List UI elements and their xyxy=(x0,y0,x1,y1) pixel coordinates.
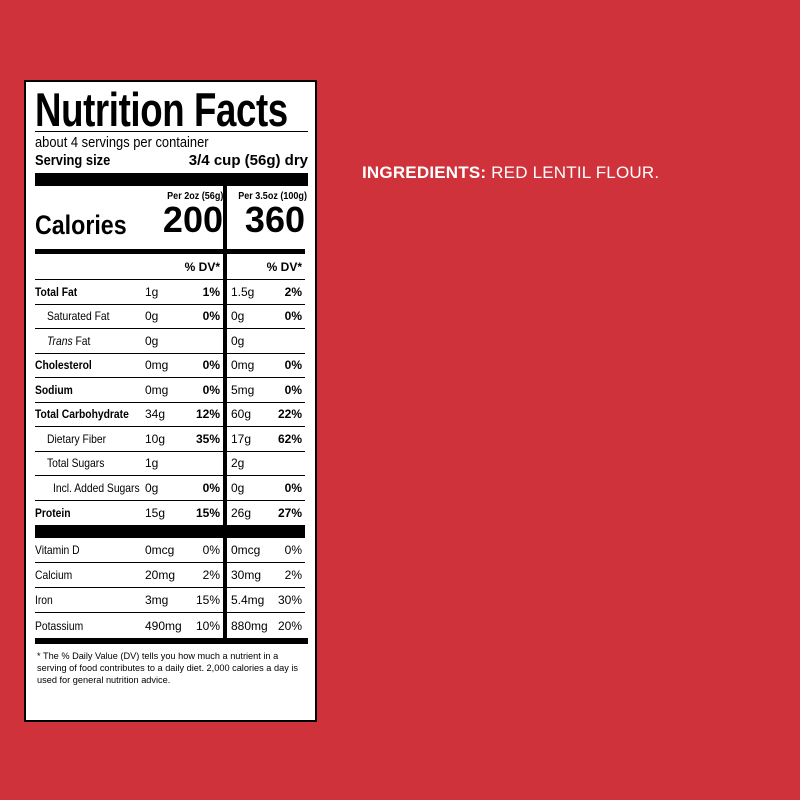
nutrition-facts-title: Nutrition Facts xyxy=(35,83,288,136)
nutrient-row-saturated-fat: Saturated Fat 0g 0% 0g 0% xyxy=(35,304,308,329)
serving-size-value: 3/4 cup (56g) dry xyxy=(188,152,308,169)
divider-footnote xyxy=(35,638,308,644)
serving-size-label: Serving size xyxy=(35,152,111,169)
nutrient-row-total-fat: Total Fat 1g 1% 1.5g 2% xyxy=(35,280,308,305)
column-header-56g: Per 2oz (56g) xyxy=(166,190,223,202)
dv-header-100g: % DV* xyxy=(227,254,305,280)
ingredients-label: INGREDIENTS: xyxy=(362,163,487,182)
nutrient-row-trans-fat: Trans Fat 0g 0g xyxy=(35,329,308,354)
ingredients-statement: INGREDIENTS: RED LENTIL FLOUR. xyxy=(362,163,659,183)
nutrition-facts-panel: Nutrition Facts about 4 servings per con… xyxy=(24,80,317,722)
ingredients-text: RED LENTIL FLOUR. xyxy=(486,163,660,182)
dv-header-row: % DV* % DV* xyxy=(35,254,308,280)
vitamin-row-calcium: Calcium 20mg 2% 30mg 2% xyxy=(35,563,308,588)
vitamin-row-d: Vitamin D 0mcg 0% 0mcg 0% xyxy=(35,538,308,563)
servings-per-container: about 4 servings per container xyxy=(35,134,209,151)
nutrient-row-cholesterol: Cholesterol 0mg 0% 0mg 0% xyxy=(35,353,308,378)
divider-thick xyxy=(35,525,308,538)
calories-value-56g: 200 xyxy=(162,199,223,240)
column-header-100g: Per 3.5oz (100g) xyxy=(238,190,307,202)
nutrient-row-protein: Protein 15g 15% 26g 27% xyxy=(35,500,308,525)
nutrient-row-added-sugars: Incl. Added Sugars 0g 0% 0g 0% xyxy=(35,476,308,501)
vitamin-row-potassium: Potassium 490mg 10% 880mg 20% xyxy=(35,613,308,638)
nutrient-row-total-sugars: Total Sugars 1g 2g xyxy=(35,451,308,476)
column-separator xyxy=(223,186,227,254)
divider xyxy=(35,131,308,132)
calories-label: Calories xyxy=(35,210,127,240)
vitamin-row-iron: Iron 3mg 15% 5.4mg 30% xyxy=(35,588,308,613)
daily-value-footnote: * The % Daily Value (DV) tells you how m… xyxy=(37,651,298,685)
calories-label-cell: Calories xyxy=(35,186,141,254)
nutrient-row-total-carbohydrate: Total Carbohydrate 34g 12% 60g 22% xyxy=(35,402,308,427)
dv-header-56g: % DV* xyxy=(141,254,223,280)
nutrient-row-dietary-fiber: Dietary Fiber 10g 35% 17g 62% xyxy=(35,427,308,452)
serving-size-row: Serving size 3/4 cup (56g) dry xyxy=(35,152,308,170)
calories-value-100g: 360 xyxy=(244,199,305,240)
nutrient-row-sodium: Sodium 0mg 0% 5mg 0% xyxy=(35,378,308,403)
calories-block: Calories Per 2oz (56g) 200 Per 3.5oz (10… xyxy=(35,186,308,254)
divider-thick xyxy=(35,173,308,186)
